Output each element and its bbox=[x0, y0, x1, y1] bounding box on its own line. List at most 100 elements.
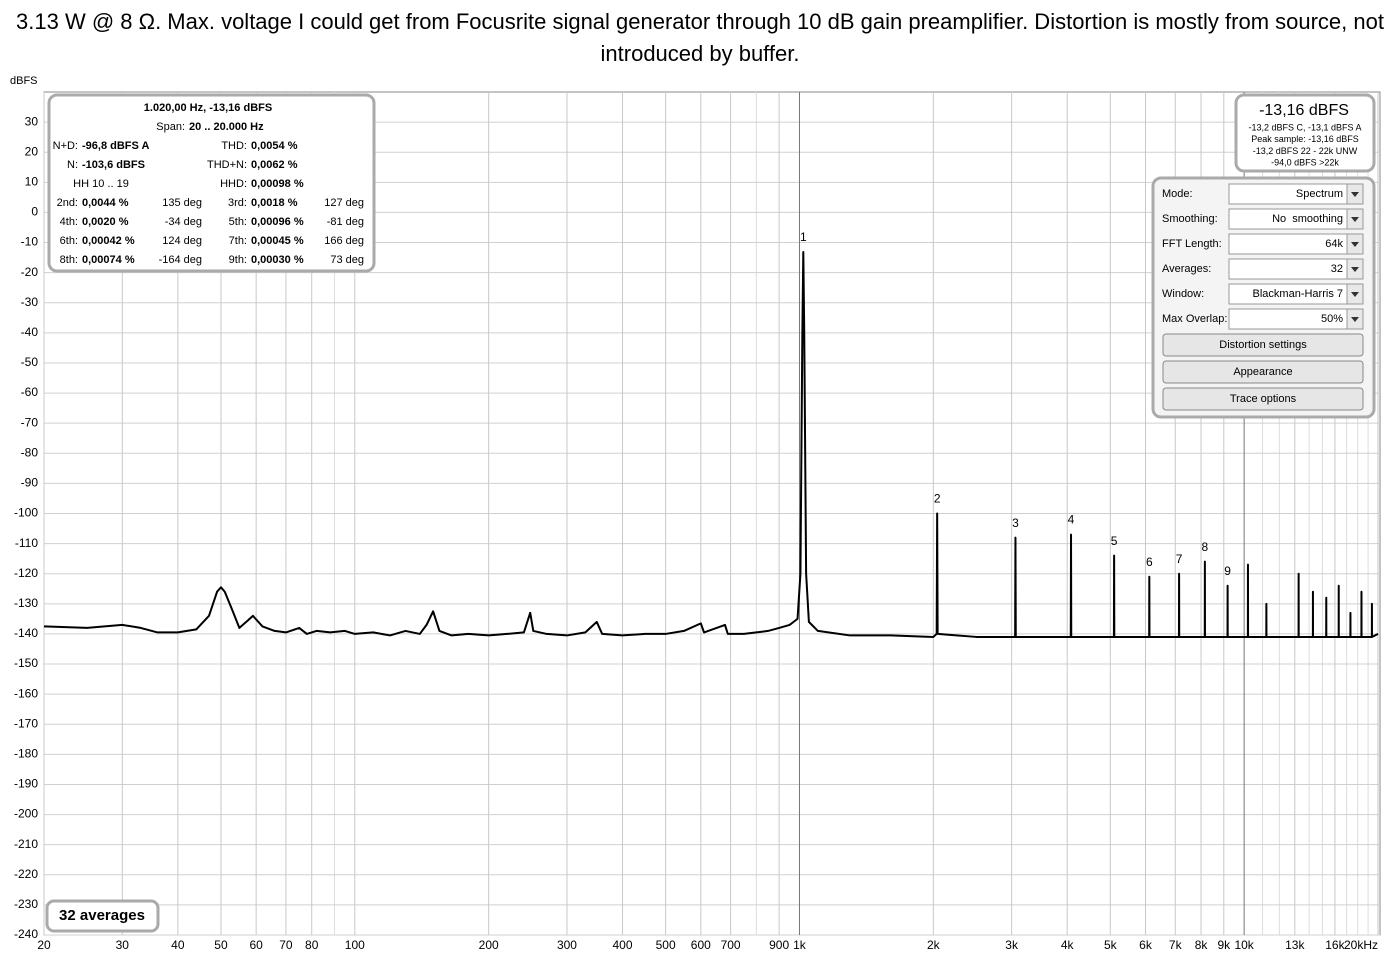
y-tick-label: -50 bbox=[21, 355, 39, 369]
spectrum-trace bbox=[43, 251, 1379, 638]
x-tick-label: 6k bbox=[1139, 938, 1153, 952]
y-tick-label: -230 bbox=[14, 897, 38, 911]
x-tick-label: 40 bbox=[171, 938, 185, 952]
y-tick-label: 30 bbox=[25, 114, 39, 128]
info-label: 5th: bbox=[229, 216, 247, 228]
dropdown-arrow bbox=[1351, 317, 1359, 322]
dropdown-arrow bbox=[1351, 217, 1359, 222]
info-label: N+D: bbox=[53, 140, 78, 152]
x-tick-label: 70 bbox=[279, 938, 293, 952]
info-value: -103,6 dBFS bbox=[82, 159, 145, 171]
button[interactable] bbox=[1162, 387, 1364, 411]
button-label[interactable]: Trace options bbox=[1230, 393, 1297, 405]
info-value: 0,0062 % bbox=[251, 159, 298, 171]
control-label: Averages: bbox=[1162, 263, 1211, 275]
button[interactable] bbox=[1162, 360, 1364, 384]
info-phase: 124 deg bbox=[162, 235, 202, 247]
info-value: 0,00030 % bbox=[251, 254, 304, 266]
x-tick-label: 50 bbox=[214, 938, 228, 952]
y-tick-label: -210 bbox=[14, 837, 38, 851]
dropdown-value[interactable]: Spectrum bbox=[1296, 188, 1343, 200]
info-label: 2nd: bbox=[57, 197, 78, 209]
y-tick-label: -100 bbox=[14, 506, 38, 520]
y-tick-label: -30 bbox=[21, 295, 39, 309]
x-tick-label: 400 bbox=[613, 938, 633, 952]
info-value: 0,00042 % bbox=[82, 235, 135, 247]
info-value: 0,00096 % bbox=[251, 216, 304, 228]
dropdown-arrow bbox=[1351, 192, 1359, 197]
info-value: -96,8 dBFS A bbox=[82, 140, 149, 152]
button[interactable] bbox=[1162, 333, 1364, 357]
x-tick-label: 700 bbox=[721, 938, 741, 952]
y-tick-label: -150 bbox=[14, 656, 38, 670]
x-tick-label: 2k bbox=[927, 938, 941, 952]
info-label: THD: bbox=[221, 140, 247, 152]
dropdown-arrow bbox=[1351, 242, 1359, 247]
x-tick-label: 80 bbox=[305, 938, 319, 952]
y-tick-label: -40 bbox=[21, 325, 39, 339]
x-tick-label: 4k bbox=[1061, 938, 1075, 952]
harmonic-label: 7 bbox=[1176, 552, 1183, 566]
info-phase: 135 deg bbox=[162, 197, 202, 209]
info-label: THD+N: bbox=[207, 159, 247, 171]
dropdown-value[interactable]: Blackman-Harris 7 bbox=[1253, 288, 1343, 300]
span-label: Span: bbox=[156, 121, 185, 133]
info-phase: -81 deg bbox=[327, 216, 364, 228]
button-label[interactable]: Appearance bbox=[1233, 366, 1292, 378]
y-tick-label: -240 bbox=[14, 927, 38, 941]
dropdown-arrow bbox=[1351, 292, 1359, 297]
x-tick-label: 20 bbox=[37, 938, 51, 952]
info-label: HH 10 .. 19 bbox=[73, 178, 129, 190]
harmonic-label: 5 bbox=[1111, 534, 1118, 548]
y-tick-label: -130 bbox=[14, 596, 38, 610]
harmonic-label: 6 bbox=[1146, 555, 1153, 569]
level-line: Peak sample: -13,16 dBFS bbox=[1251, 134, 1359, 144]
info-label: 4th: bbox=[60, 216, 78, 228]
x-tick-label: 900 bbox=[769, 938, 789, 952]
dropdown-value[interactable]: No smoothing bbox=[1272, 213, 1343, 225]
x-tick-label: 9k bbox=[1217, 938, 1231, 952]
control-label: Max Overlap: bbox=[1162, 313, 1227, 325]
x-tick-label: 8k bbox=[1195, 938, 1209, 952]
dropdown-value[interactable]: 64k bbox=[1325, 238, 1343, 250]
span-value: 20 .. 20.000 Hz bbox=[189, 121, 264, 133]
control-label: FFT Length: bbox=[1162, 238, 1222, 250]
averages-text: 32 averages bbox=[59, 907, 145, 924]
info-box bbox=[47, 93, 376, 273]
y-tick-label: -20 bbox=[21, 265, 39, 279]
x-tick-label: 5k bbox=[1104, 938, 1118, 952]
harmonic-label: 4 bbox=[1068, 513, 1075, 527]
y-tick-label: -200 bbox=[14, 807, 38, 821]
harmonic-label: 3 bbox=[1012, 516, 1019, 530]
harmonic-label: 9 bbox=[1224, 564, 1231, 578]
info-phase: -164 deg bbox=[159, 254, 202, 266]
x-tick-label: 1k bbox=[793, 938, 807, 952]
y-tick-label: -190 bbox=[14, 777, 38, 791]
button-label[interactable]: Distortion settings bbox=[1219, 339, 1307, 351]
info-label: 3rd: bbox=[228, 197, 247, 209]
x-tick-label: 300 bbox=[557, 938, 577, 952]
dropdown-value[interactable]: 32 bbox=[1331, 263, 1343, 275]
control-label: Smoothing: bbox=[1162, 213, 1218, 225]
y-tick-label: -140 bbox=[14, 626, 38, 640]
y-tick-label: 10 bbox=[25, 174, 39, 188]
level-line: -13,2 dBFS 22 - 22k UNW bbox=[1253, 146, 1358, 156]
x-tick-label: 60 bbox=[249, 938, 263, 952]
dropdown-value[interactable]: 50% bbox=[1321, 313, 1343, 325]
control-label: Window: bbox=[1162, 288, 1204, 300]
x-tick-label: 30 bbox=[116, 938, 130, 952]
level-box bbox=[1234, 93, 1376, 173]
y-tick-label: -120 bbox=[14, 566, 38, 580]
info-value: 0,0018 % bbox=[251, 197, 298, 209]
info-label: HHD: bbox=[220, 178, 247, 190]
y-tick-label: -90 bbox=[21, 476, 39, 490]
info-value: 0,00098 % bbox=[251, 178, 304, 190]
x-tick-label: 3k bbox=[1005, 938, 1019, 952]
info-value: 0,0044 % bbox=[82, 197, 129, 209]
x-tick-label: 600 bbox=[691, 938, 711, 952]
chart-title: 3.13 W @ 8 Ω. Max. voltage I could get f… bbox=[16, 9, 1384, 66]
y-tick-label: -80 bbox=[21, 445, 39, 459]
level-value: -13,16 dBFS bbox=[1259, 102, 1349, 119]
harmonic-label: 1 bbox=[800, 230, 807, 244]
